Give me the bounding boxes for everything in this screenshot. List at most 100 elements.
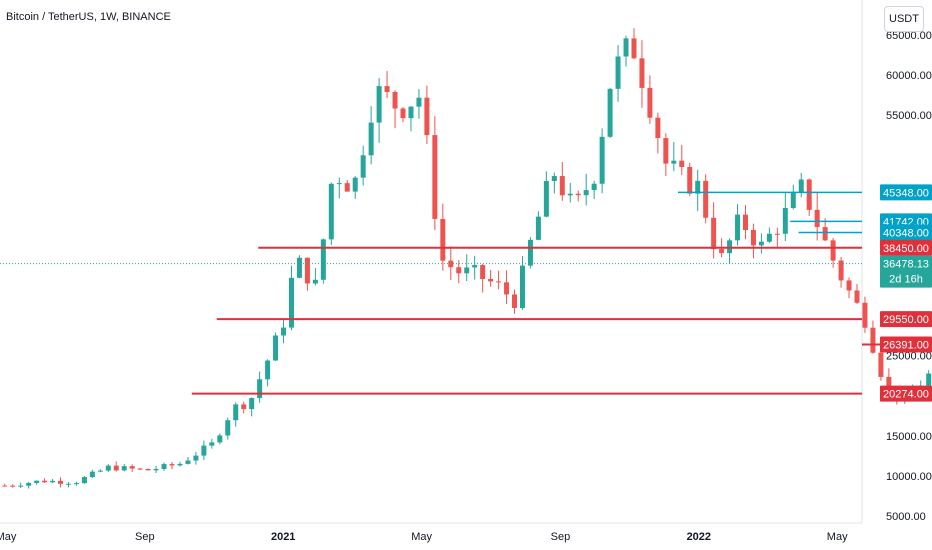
candle-body <box>543 181 549 217</box>
candle-body <box>456 267 462 274</box>
candle-body <box>416 97 422 107</box>
candle-body <box>519 265 525 308</box>
candle-body <box>368 122 374 156</box>
candle-body <box>583 190 589 196</box>
candle-body <box>647 87 653 118</box>
candle-body <box>209 442 215 446</box>
candle-body <box>639 58 645 88</box>
candle-body <box>145 468 151 471</box>
candle-body <box>782 207 788 234</box>
candle-body <box>336 183 342 185</box>
candle-body <box>296 257 302 278</box>
candle-body <box>177 463 183 466</box>
candle-body <box>225 420 231 436</box>
candle-body <box>424 97 430 136</box>
candle-body <box>185 460 191 464</box>
candle-body <box>400 108 406 119</box>
svg-text:38450.00: 38450.00 <box>883 243 929 255</box>
y-tick-label: 25000.00 <box>886 351 932 363</box>
candle-body <box>201 445 207 456</box>
candle-body <box>798 179 804 193</box>
candle-body <box>480 265 486 279</box>
candle-body <box>527 239 533 266</box>
candle-body <box>878 352 884 377</box>
candle-body <box>758 241 764 246</box>
candle-body <box>65 483 71 485</box>
candle-body <box>193 455 199 461</box>
candle-body <box>328 183 334 240</box>
candle-body <box>73 483 79 485</box>
candle-body <box>687 167 693 194</box>
candle-body <box>97 470 103 472</box>
x-tick-label: Sep <box>135 531 155 543</box>
price-tag-38450.00: 38450.00 <box>880 239 932 256</box>
candle-body <box>695 180 701 194</box>
candle-body <box>750 230 756 246</box>
candle-body <box>496 281 502 283</box>
x-tick-label: May <box>827 531 848 543</box>
candle-body <box>838 260 844 281</box>
candle-body <box>121 466 127 471</box>
candle-body <box>288 277 294 328</box>
candle-body <box>599 136 605 184</box>
candle-body <box>265 360 271 380</box>
candle-body <box>304 257 310 284</box>
svg-text:2d 16h: 2d 16h <box>889 274 923 286</box>
y-tick-label: 60000.00 <box>886 70 932 82</box>
candle-body <box>512 294 518 308</box>
candle-body <box>631 38 637 59</box>
candle-body <box>440 218 446 261</box>
candle-body <box>591 183 597 191</box>
candle-body <box>870 327 876 353</box>
candle-body <box>217 435 223 443</box>
candle-body <box>655 117 661 139</box>
candle-body <box>89 471 95 478</box>
candle-body <box>58 480 64 484</box>
candle-body <box>735 214 741 241</box>
candle-body <box>623 38 629 57</box>
candle-body <box>18 485 24 487</box>
candle-body <box>273 335 279 361</box>
candle-body <box>472 265 478 268</box>
candle-body <box>727 240 733 254</box>
candle-body <box>607 88 613 137</box>
candle-body <box>464 267 470 274</box>
x-tick-label: Sep <box>551 531 571 543</box>
x-tick-label: May <box>0 531 17 543</box>
y-tick-label: 5000.00 <box>886 511 926 523</box>
candle-body <box>26 483 32 486</box>
candle-body <box>559 176 565 196</box>
y-tick-label: 65000.00 <box>886 30 932 42</box>
candle-body <box>137 468 143 470</box>
y-tick-label: 10000.00 <box>886 471 932 483</box>
symbol-title: Bitcoin / TetherUS, 1W, BINANCE <box>6 11 171 23</box>
candle-body <box>742 214 748 231</box>
price-tag-29550.00: 29550.00 <box>880 311 932 328</box>
candle-body <box>50 480 56 483</box>
price-tag-45348.00: 45348.00 <box>880 184 932 201</box>
candle-body <box>360 155 366 178</box>
x-tick-label: 2021 <box>271 531 295 543</box>
candle-body <box>854 290 860 303</box>
candle-body <box>830 240 836 261</box>
candle-body <box>344 183 350 192</box>
candle-body <box>233 404 239 421</box>
candle-body <box>488 278 494 282</box>
candle-body <box>105 465 111 471</box>
candle-body <box>766 233 772 242</box>
candle-body <box>790 192 796 208</box>
candle-body <box>432 135 438 219</box>
candle-body <box>376 86 382 123</box>
candle-body <box>711 217 717 250</box>
candle-body <box>703 180 709 218</box>
currency-selector-button[interactable]: USDT <box>884 6 924 32</box>
candle-body <box>312 279 318 284</box>
candle-body <box>535 216 541 240</box>
candle-body <box>241 404 247 410</box>
candle-body <box>806 179 812 210</box>
price-tag-20274.00: 20274.00 <box>880 385 932 402</box>
y-tick-label: 55000.00 <box>886 110 932 122</box>
candle-body <box>257 379 263 399</box>
